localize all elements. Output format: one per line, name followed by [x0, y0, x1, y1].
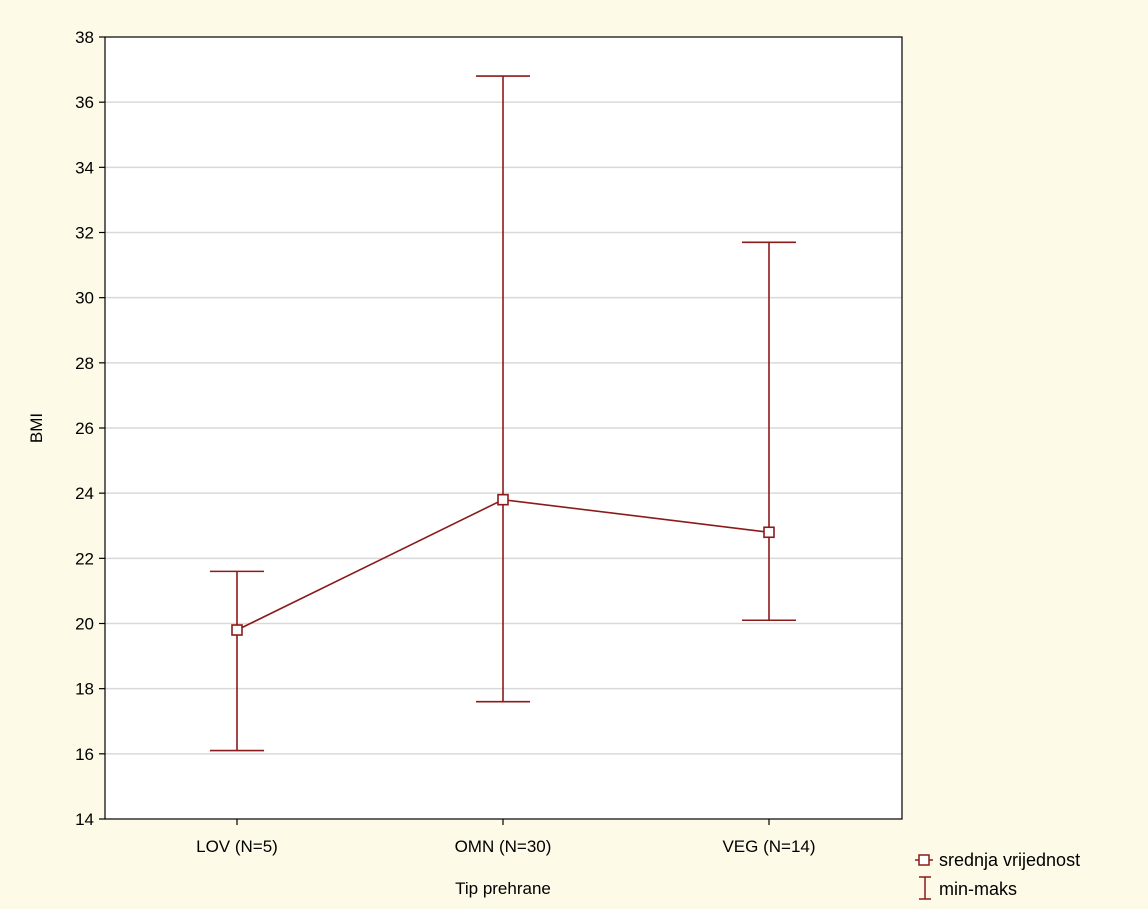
legend: srednja vrijednost min-maks — [915, 850, 1080, 900]
y-tick-label-38: 38 — [75, 28, 94, 47]
y-tick-label-20: 20 — [75, 615, 94, 634]
y-tick-label-30: 30 — [75, 289, 94, 308]
mean-point-1 — [497, 493, 509, 506]
y-tick-label-32: 32 — [75, 224, 94, 243]
legend-mean-label: srednja vrijednost — [939, 850, 1080, 870]
plot-frame — [104, 36, 903, 820]
y-axis-title: BMI — [27, 413, 46, 443]
mean-points — [231, 493, 775, 636]
y-tick-label-24: 24 — [75, 484, 94, 503]
y-tick-label-22: 22 — [75, 549, 94, 568]
y-tick-label-28: 28 — [75, 354, 94, 373]
mean-point-2 — [763, 526, 775, 539]
x-tick-label-1: OMN (N=30) — [455, 837, 552, 856]
mean-point-0 — [231, 624, 243, 636]
x-tick-label-2: VEG (N=14) — [722, 837, 815, 856]
legend-range-label: min-maks — [939, 879, 1017, 899]
y-tick-label-14: 14 — [75, 810, 94, 829]
x-axis-title: Tip prehrane — [455, 879, 551, 898]
legend-mean-marker-icon — [915, 854, 933, 866]
x-axis-ticks: LOV (N=5) OMN (N=30) VEG (N=14) — [196, 819, 816, 856]
y-tick-label-18: 18 — [75, 680, 94, 699]
min-max-whiskers — [210, 75, 796, 752]
y-tick-label-16: 16 — [75, 745, 94, 764]
whisker-2 — [742, 241, 796, 622]
x-tick-label-0: LOV (N=5) — [196, 837, 278, 856]
y-axis-ticks: 14 16 18 20 22 24 26 28 30 32 34 36 38 — [75, 28, 105, 829]
whisker-0 — [210, 570, 264, 752]
legend-whisker-icon — [919, 876, 931, 900]
y-tick-label-34: 34 — [75, 158, 94, 177]
y-tick-label-26: 26 — [75, 419, 94, 438]
y-tick-label-36: 36 — [75, 93, 94, 112]
whisker-1 — [476, 75, 530, 703]
